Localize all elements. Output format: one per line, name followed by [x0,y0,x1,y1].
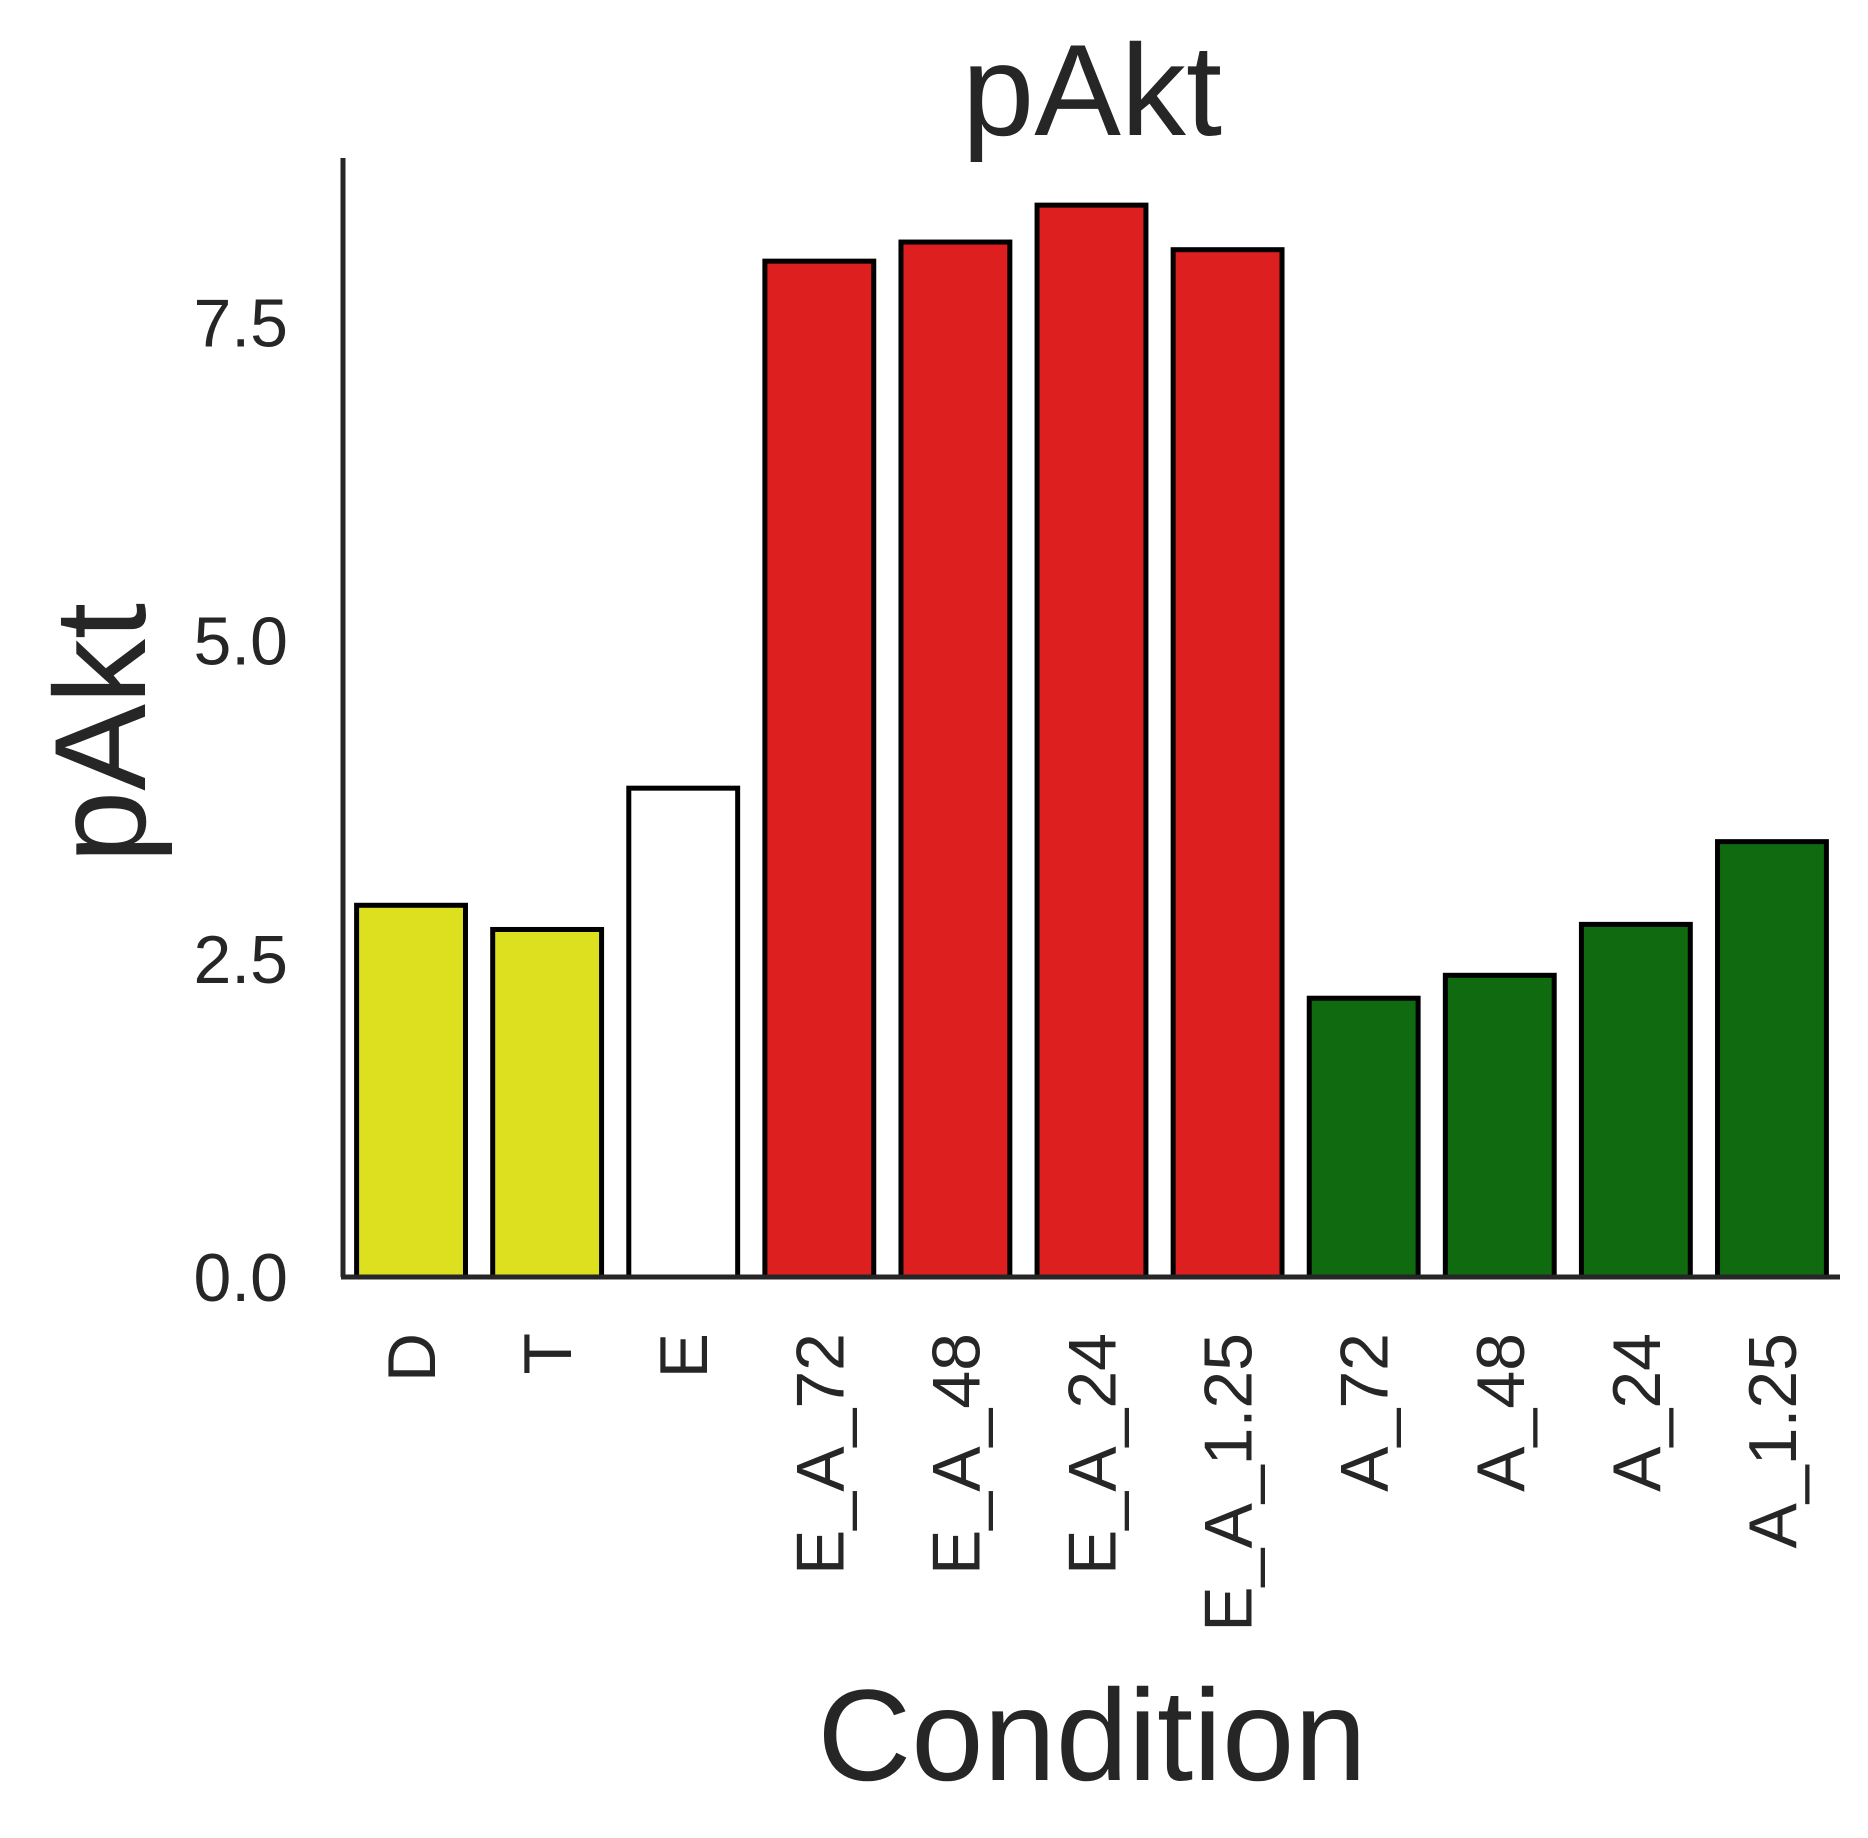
x-tick-label: A_72 [1327,1333,1403,1492]
bar [1306,995,1421,1280]
bar [1034,202,1149,1280]
y-tick-label: 5.0 [193,604,288,680]
y-tick-label: 0.0 [193,1240,288,1316]
bars [354,202,1829,1280]
bar [626,785,741,1280]
x-tick-label: T [510,1333,586,1375]
bar [354,902,468,1280]
x-tick-label: D [374,1333,450,1382]
bar [1715,839,1829,1280]
chart-title: pAkt [962,17,1222,163]
bar [762,258,877,1280]
y-axis-ticks: 0.0 2.5 5.0 7.5 [193,285,288,1316]
y-tick-label: 7.5 [193,285,288,361]
bar [490,926,605,1280]
bar [1170,247,1285,1280]
x-tick-label: E_A_48 [918,1333,994,1575]
y-axis-label: pAkt [27,603,173,863]
x-axis-tick-labels: D T E E_A_72 E_A_48 E_A_24 E_A_1.25 A_72 A_48 A_2… [374,1333,1811,1632]
x-tick-label: E_A_72 [782,1333,858,1575]
x-tick-label: E_A_1.25 [1191,1333,1267,1632]
x-axis-label: Condition [817,1662,1366,1808]
x-tick-label: E [646,1333,722,1378]
x-tick-label: A_1.25 [1735,1333,1811,1549]
bar [898,239,1013,1280]
x-tick-label: A_48 [1463,1333,1539,1492]
x-tick-label: A_24 [1599,1333,1675,1492]
bar [1578,921,1693,1280]
x-tick-label: E_A_24 [1055,1333,1131,1575]
y-tick-label: 2.5 [193,922,288,998]
bar [1442,972,1557,1280]
